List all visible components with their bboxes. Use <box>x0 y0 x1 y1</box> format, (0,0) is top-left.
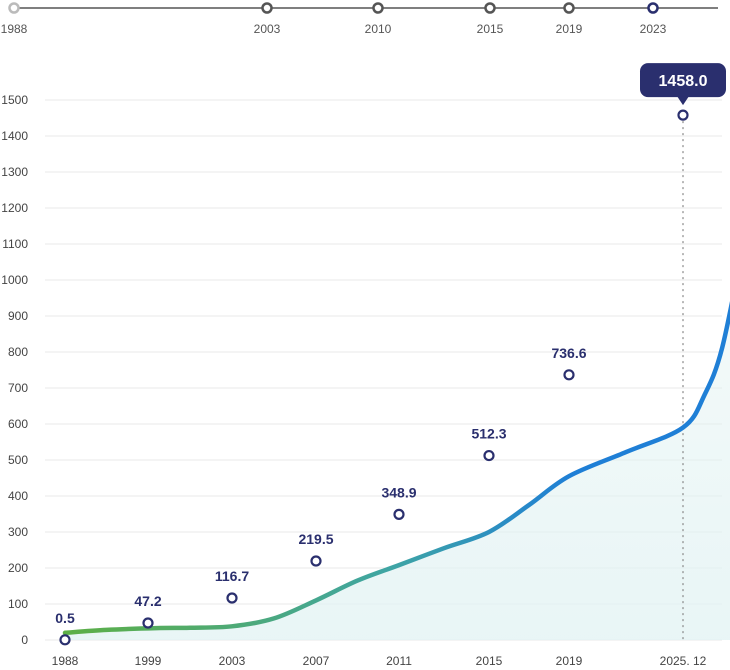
data-point[interactable] <box>226 592 238 604</box>
timeline-year-label[interactable]: 2019 <box>556 22 583 36</box>
data-label: 736.6 <box>551 345 586 361</box>
data-label: 219.5 <box>298 531 333 547</box>
timeline-node[interactable] <box>484 2 496 14</box>
x-tick-label: 2003 <box>219 654 246 668</box>
value-callout: 1458.0 <box>640 63 726 106</box>
data-labels: 0.5 47.2 116.7 219.5 348.9 512.3 736.6 <box>55 345 586 626</box>
timeline-year-label[interactable]: 2003 <box>254 22 281 36</box>
y-tick-label: 200 <box>8 561 28 575</box>
y-gridlines <box>45 99 722 641</box>
x-axis-ticks: 1988 1999 2003 2007 2011 2015 2019 2025. 12 <box>52 654 707 668</box>
timeline-year-label[interactable]: 2015 <box>477 22 504 36</box>
x-tick-label: 2011 <box>386 654 412 668</box>
x-tick-label: 2025. 12 <box>660 654 707 668</box>
data-point[interactable] <box>142 617 154 629</box>
data-point[interactable] <box>310 555 322 567</box>
y-axis-ticks: 0 100 200 300 400 500 600 700 800 900 1000 1100 1200… <box>1 93 28 647</box>
data-label: 348.9 <box>381 484 416 500</box>
y-tick-label: 1500 <box>1 93 28 107</box>
y-tick-label: 700 <box>8 381 28 395</box>
y-tick-label: 300 <box>8 525 28 539</box>
y-tick-label: 900 <box>8 309 28 323</box>
y-tick-label: 500 <box>8 453 28 467</box>
callout-box <box>640 63 726 98</box>
timeline-year-label[interactable]: 2023 <box>640 22 667 36</box>
y-tick-label: 0 <box>21 633 28 647</box>
y-tick-label: 400 <box>8 489 28 503</box>
data-point[interactable] <box>393 508 405 520</box>
x-tick-label: 2015 <box>476 654 503 668</box>
timeline-node[interactable] <box>372 2 384 14</box>
y-tick-label: 1300 <box>1 165 28 179</box>
data-label: 0.5 <box>55 610 75 626</box>
timeline-node[interactable] <box>563 2 575 14</box>
timeline-node[interactable] <box>647 2 659 14</box>
area-fill <box>65 312 730 640</box>
y-tick-label: 100 <box>8 597 28 611</box>
x-tick-label: 2007 <box>303 654 330 668</box>
callout-value: 1458.0 <box>659 73 708 90</box>
data-label: 47.2 <box>134 593 161 609</box>
timeline-year-label[interactable]: 1988 <box>1 22 28 36</box>
y-tick-label: 1400 <box>1 129 28 143</box>
callout-pointer <box>677 96 689 106</box>
data-point[interactable] <box>483 449 495 462</box>
data-label: 512.3 <box>471 426 506 442</box>
y-tick-label: 600 <box>8 417 28 431</box>
data-markers[interactable] <box>59 109 689 646</box>
x-tick-label: 2019 <box>556 654 583 668</box>
timeline-year-label[interactable]: 2010 <box>365 22 392 36</box>
x-tick-label: 1999 <box>135 654 162 668</box>
data-point[interactable] <box>677 109 689 121</box>
timeline-node[interactable] <box>261 2 273 14</box>
series-line <box>62 301 730 636</box>
data-label: 116.7 <box>215 568 249 584</box>
x-tick-label: 1988 <box>52 654 79 668</box>
year-timeline[interactable]: 1988 2003 2010 2015 2019 2023 <box>1 2 718 37</box>
y-tick-label: 800 <box>8 345 28 359</box>
y-tick-label: 1200 <box>1 201 28 215</box>
y-tick-label: 1000 <box>1 273 28 287</box>
data-point[interactable] <box>563 369 575 381</box>
timeline-node[interactable] <box>8 2 20 14</box>
y-tick-label: 1100 <box>2 237 28 251</box>
data-point[interactable] <box>59 634 71 646</box>
